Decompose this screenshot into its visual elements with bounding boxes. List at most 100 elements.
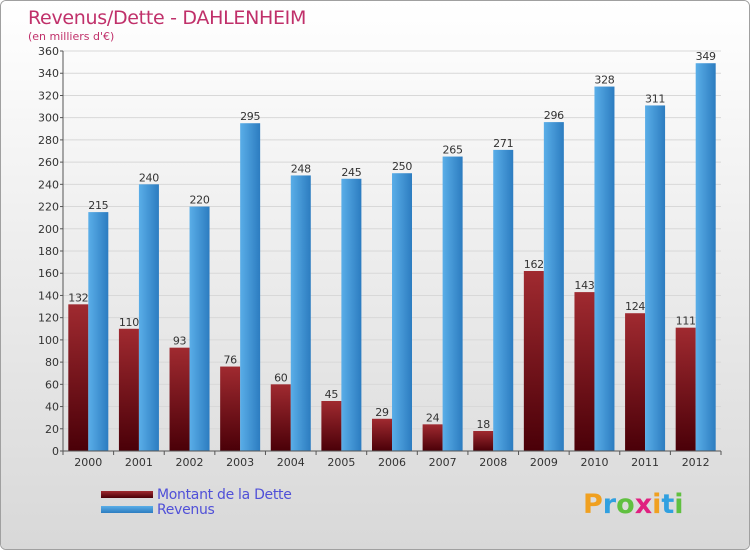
bar-revenus [645,105,666,451]
y-tick-label: 340 [38,67,59,80]
data-label-dette: 111 [676,315,696,328]
data-label-revenus: 265 [443,144,463,157]
legend-label-revenus: Revenus [157,501,215,518]
logo-letter: r [602,489,617,520]
x-tick-label: 2011 [631,456,659,469]
chart-subtitle: (en milliers d'€) [28,30,115,43]
bar-dette [220,366,241,451]
data-label-dette: 24 [426,411,440,424]
y-tick-label: 320 [38,89,59,102]
data-label-dette: 132 [68,291,88,304]
bar-revenus [594,86,615,452]
bar-dette [372,418,392,451]
data-label-revenus: 215 [88,199,108,212]
y-tick-label: 160 [38,267,59,280]
x-tick-label: 2008 [479,456,507,469]
chart-legend: Montant de la Dette Revenus [101,486,292,518]
logo-letter: o [616,489,635,520]
bar-dette [321,401,342,451]
y-tick-label: 120 [38,312,59,325]
y-tick-label: 20 [45,423,59,436]
x-tick-label: 2002 [176,456,204,469]
logo-letter: i [652,489,662,520]
x-tick-label: 2003 [226,456,254,469]
bar-revenus [543,122,564,451]
y-tick-label: 360 [38,45,59,58]
legend-swatch-revenus [101,506,153,513]
logo-letter: t [661,489,675,520]
bar-revenus [341,178,362,451]
bar-revenus [493,149,514,451]
bar-dette [270,384,291,451]
legend-label-dette: Montant de la Dette [157,486,292,503]
data-label-revenus: 328 [594,74,614,87]
data-label-revenus: 296 [544,109,564,122]
bar-revenus [88,212,109,451]
x-tick-label: 2000 [74,456,102,469]
y-tick-label: 200 [38,223,59,236]
y-tick-label: 220 [38,201,59,214]
data-label-revenus: 245 [341,166,361,179]
data-label-dette: 76 [223,354,237,367]
bar-revenus [442,156,463,452]
y-tick-label: 80 [45,356,59,369]
y-tick-label: 280 [38,134,59,147]
bar-revenus [138,184,159,452]
data-label-revenus: 295 [240,110,260,123]
bar-revenus [695,63,716,451]
y-tick-label: 260 [38,156,59,169]
data-label-dette: 162 [524,258,544,271]
bar-dette [118,328,139,451]
x-tick-label: 2001 [125,456,153,469]
y-tick-label: 0 [52,445,59,458]
data-label-revenus: 271 [493,137,513,150]
data-label-revenus: 240 [139,171,159,184]
y-tick-label: 140 [38,289,59,302]
data-label-dette: 93 [173,335,187,348]
bar-revenus [240,123,261,451]
data-label-revenus: 250 [392,160,412,173]
data-label-dette: 124 [625,300,645,313]
x-tick-label: 2005 [327,456,355,469]
legend-item-dette: Montant de la Dette [101,486,292,503]
data-label-revenus: 311 [645,92,665,105]
data-label-revenus: 220 [189,194,209,207]
logo-letter: P [583,489,603,520]
x-tick-label: 2010 [580,456,608,469]
x-tick-label: 2012 [682,456,710,469]
bar-dette [169,347,190,451]
bar-dette [574,292,595,451]
legend-swatch-dette [101,491,153,498]
data-label-dette: 143 [574,279,594,292]
bar-dette [473,431,494,451]
logo-letter: i [674,489,684,520]
x-tick-label: 2007 [429,456,457,469]
y-tick-label: 180 [38,245,59,258]
y-tick-label: 40 [45,401,59,414]
x-tick-label: 2006 [378,456,406,469]
x-tick-label: 2004 [277,456,305,469]
legend-item-revenus: Revenus [101,501,292,518]
data-label-dette: 29 [375,406,389,419]
bar-dette [422,424,443,451]
logo-letter: x [634,489,653,520]
proxiti-logo: Proxiti [583,489,684,520]
bar-dette [523,271,544,451]
y-tick-label: 60 [45,378,59,391]
bar-dette [68,304,89,451]
data-label-dette: 110 [119,316,139,329]
bar-revenus [189,206,210,451]
y-tick-label: 240 [38,178,59,191]
data-label-dette: 45 [325,388,339,401]
x-tick-label: 2009 [530,456,558,469]
bar-dette [625,313,646,451]
data-label-revenus: 248 [291,162,311,175]
y-tick-label: 100 [38,334,59,347]
y-tick-label: 300 [38,112,59,125]
bar-revenus [392,173,412,451]
data-label-revenus: 349 [696,50,716,63]
bar-revenus [290,175,311,451]
data-label-dette: 18 [477,418,491,431]
